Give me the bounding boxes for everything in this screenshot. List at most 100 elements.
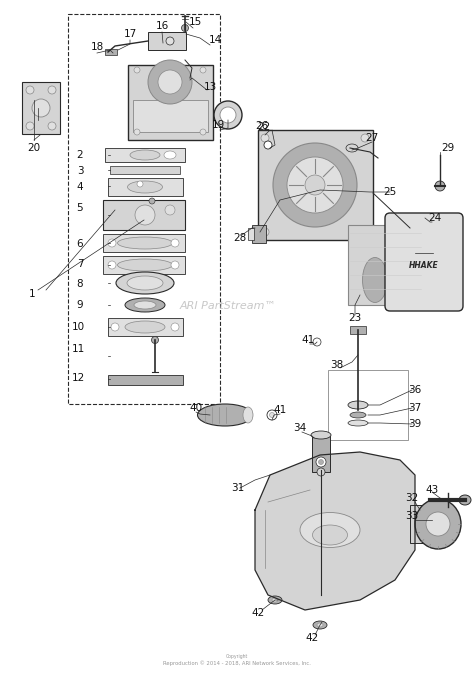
Text: 11: 11 [72, 344, 85, 354]
Ellipse shape [116, 272, 174, 294]
Circle shape [317, 468, 325, 476]
Circle shape [264, 141, 272, 149]
Ellipse shape [127, 276, 163, 290]
Circle shape [273, 143, 357, 227]
Bar [148, 32, 186, 50]
Ellipse shape [198, 404, 253, 426]
FancyBboxPatch shape [385, 213, 463, 311]
Text: 10: 10 [72, 322, 84, 332]
Text: 38: 38 [330, 360, 344, 370]
Bar [110, 166, 180, 174]
Text: 7: 7 [77, 259, 83, 269]
Text: 41: 41 [301, 335, 315, 345]
Ellipse shape [130, 150, 160, 160]
Circle shape [171, 239, 179, 247]
Text: 32: 32 [405, 493, 419, 503]
Bar [108, 375, 183, 385]
Text: 18: 18 [91, 42, 104, 52]
Text: 42: 42 [305, 633, 319, 643]
Text: 42: 42 [251, 608, 264, 618]
Bar [348, 225, 423, 305]
Ellipse shape [300, 513, 360, 548]
Bar [248, 228, 254, 240]
Ellipse shape [118, 237, 173, 249]
Circle shape [426, 512, 450, 536]
Text: 14: 14 [209, 35, 222, 45]
Text: 2: 2 [77, 150, 83, 160]
Circle shape [108, 261, 116, 269]
Text: 25: 25 [383, 187, 397, 197]
Bar [133, 100, 208, 132]
Text: 23: 23 [348, 313, 362, 323]
Polygon shape [255, 452, 415, 610]
Text: 34: 34 [293, 423, 307, 433]
Text: 28: 28 [233, 233, 246, 243]
Text: 37: 37 [409, 403, 422, 413]
Circle shape [48, 86, 56, 94]
Circle shape [165, 205, 175, 215]
Text: Reproduction © 2014 - 2018, ARI Network Services, Inc.: Reproduction © 2014 - 2018, ARI Network … [163, 660, 311, 666]
Bar [103, 256, 185, 274]
Text: 4: 4 [77, 182, 83, 192]
Ellipse shape [268, 596, 282, 604]
Text: 26: 26 [255, 121, 269, 131]
Bar [258, 130, 373, 240]
Circle shape [26, 86, 34, 94]
Circle shape [261, 134, 269, 142]
Text: 13: 13 [203, 82, 217, 92]
Text: 31: 31 [231, 483, 245, 493]
Ellipse shape [267, 410, 277, 420]
Bar [350, 326, 366, 334]
Circle shape [361, 228, 369, 236]
Bar [105, 49, 117, 55]
Text: 39: 39 [409, 419, 422, 429]
Bar [103, 200, 185, 230]
Circle shape [48, 122, 56, 130]
Text: ARI PartStream™: ARI PartStream™ [179, 302, 276, 311]
Ellipse shape [348, 420, 368, 426]
Bar [410, 505, 438, 543]
Ellipse shape [350, 412, 366, 418]
Bar [312, 434, 330, 472]
Ellipse shape [32, 99, 50, 117]
Ellipse shape [313, 621, 327, 629]
Ellipse shape [128, 181, 163, 193]
Text: 8: 8 [77, 279, 83, 289]
Bar [108, 318, 183, 336]
Circle shape [435, 181, 445, 191]
Text: HHAKE: HHAKE [409, 260, 439, 269]
Circle shape [316, 457, 326, 467]
Bar [128, 65, 213, 140]
Text: 29: 29 [441, 143, 455, 153]
Bar [328, 370, 408, 440]
Ellipse shape [311, 431, 331, 439]
Circle shape [152, 336, 158, 343]
Circle shape [171, 261, 179, 269]
Ellipse shape [125, 298, 165, 312]
Text: 9: 9 [77, 300, 83, 310]
Circle shape [361, 134, 369, 142]
Circle shape [313, 338, 321, 346]
Ellipse shape [346, 144, 358, 152]
Circle shape [287, 157, 343, 213]
Bar [108, 178, 183, 196]
Bar [252, 225, 266, 243]
Ellipse shape [243, 407, 253, 423]
Text: 27: 27 [365, 133, 379, 143]
Text: 43: 43 [425, 485, 438, 495]
Ellipse shape [164, 151, 176, 159]
Ellipse shape [118, 259, 173, 271]
Circle shape [149, 198, 155, 204]
Ellipse shape [363, 258, 388, 302]
Ellipse shape [220, 107, 236, 123]
Text: 16: 16 [155, 21, 169, 31]
Text: Copyright: Copyright [226, 653, 248, 659]
Circle shape [182, 24, 189, 32]
Ellipse shape [312, 525, 347, 545]
Text: 24: 24 [428, 213, 442, 223]
Circle shape [137, 181, 143, 187]
Text: 6: 6 [77, 239, 83, 249]
Text: 17: 17 [123, 29, 137, 39]
Circle shape [200, 67, 206, 73]
Circle shape [135, 205, 155, 225]
